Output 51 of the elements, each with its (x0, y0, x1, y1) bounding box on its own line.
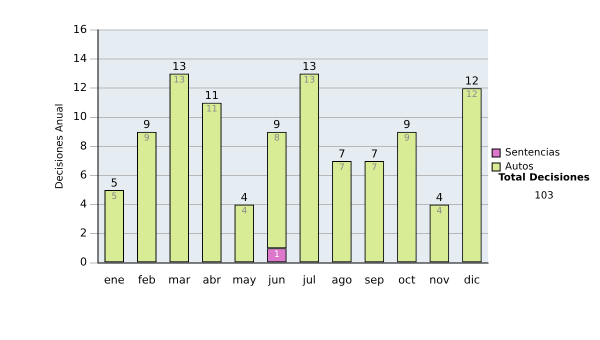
x-tick-label: oct (398, 273, 416, 286)
x-tick-label: dic (464, 273, 480, 286)
x-tick-label: ene (104, 273, 125, 286)
total-label: 4 (436, 190, 443, 204)
x-tick-label: ago (332, 273, 352, 286)
x-tick-label: nov (429, 273, 450, 286)
total-label: 9 (143, 118, 150, 132)
data-label: 9 (144, 134, 150, 144)
y-tick-label: 8 (80, 139, 87, 152)
total-label: 9 (273, 118, 280, 132)
data-label: 1 (274, 250, 280, 260)
y-tick-label: 14 (72, 52, 87, 65)
total-label: 11 (204, 89, 219, 102)
x-tick-label: abr (202, 273, 222, 286)
x-tick-label: may (232, 273, 257, 286)
data-label: 12 (466, 90, 478, 100)
legend-label: Sentencias (505, 148, 560, 159)
total-label: 9 (403, 118, 410, 132)
x-tick-label: jul (302, 273, 316, 286)
y-tick-label: 4 (80, 197, 87, 210)
y-tick-label: 6 (80, 168, 87, 182)
data-label: 4 (436, 206, 442, 216)
y-axis-title: Decisiones Anual (54, 104, 66, 190)
y-tick-label: 12 (72, 81, 87, 94)
total-label: 12 (464, 74, 479, 88)
x-tick-label: mar (168, 273, 191, 286)
data-label: 4 (241, 206, 248, 216)
x-tick-label: feb (138, 273, 156, 286)
data-label: 7 (371, 162, 378, 173)
data-label: 13 (304, 75, 316, 86)
data-label: 13 (174, 75, 186, 86)
y-tick-label: 2 (80, 226, 87, 240)
y-tick-label: 0 (80, 256, 87, 269)
y-tick-label: 16 (72, 22, 87, 36)
total-label: 13 (302, 60, 316, 74)
y-tick-label: 10 (72, 110, 87, 124)
x-tick-label: sep (364, 273, 384, 286)
text: 103 (534, 190, 554, 202)
total-label: 7 (338, 147, 346, 160)
data-label: 9 (404, 134, 410, 144)
total-label: 5 (110, 176, 118, 190)
data-label: 5 (111, 192, 118, 202)
x-tick-label: jun (267, 273, 286, 286)
text: Total Decisiones (498, 172, 590, 184)
data-label: 8 (274, 134, 280, 144)
data-label: 7 (338, 162, 345, 173)
data-label: 11 (206, 104, 218, 115)
total-label: 7 (370, 147, 378, 160)
legend-label: Autos (505, 162, 534, 173)
total-label: 13 (172, 60, 186, 74)
total-label: 4 (240, 190, 248, 204)
